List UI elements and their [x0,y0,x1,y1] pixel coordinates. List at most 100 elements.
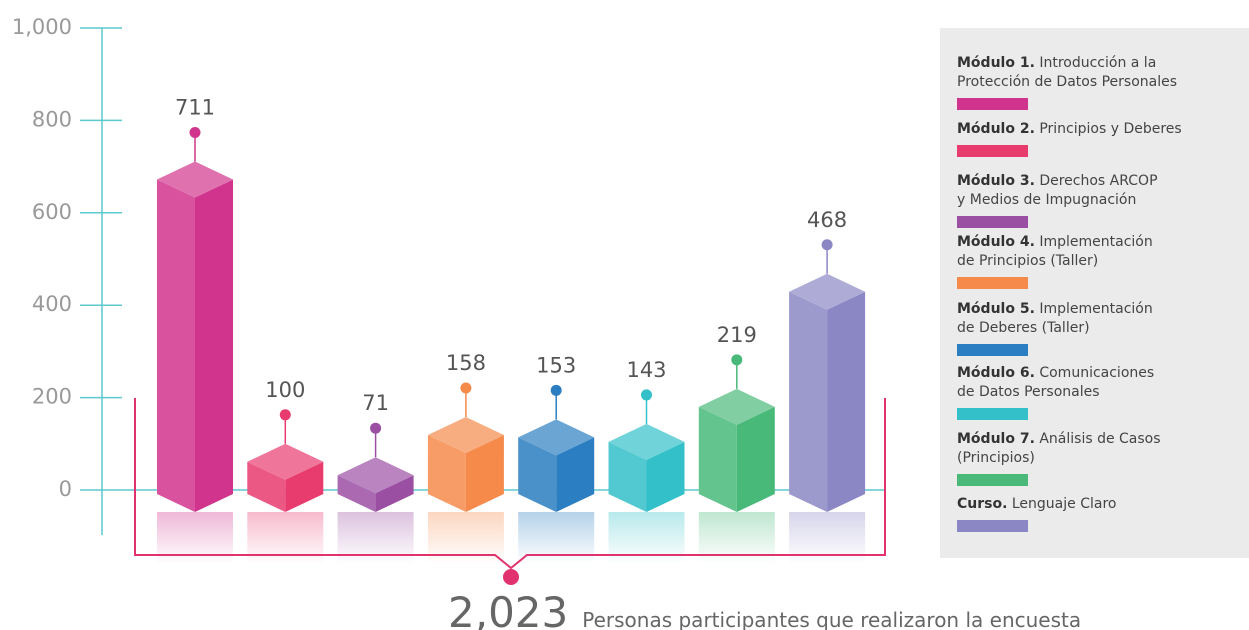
bar-reflection [337,512,414,564]
y-tick-label: 1,000 [12,15,72,39]
chart: 0 200 400 600 800 1,000 711 100 71 158 153 143 219 46… [12,15,886,585]
legend-prefix: Módulo 4. [957,234,1035,250]
legend-swatch [957,520,1028,532]
bar-right-face [285,461,324,512]
bar [518,419,595,564]
bar-reflection [608,512,685,564]
pin-dot [821,239,833,251]
bar [789,273,866,564]
bar-top-face [157,161,233,198]
legend-swatch [957,145,1028,157]
legend-prefix: Módulo 1. [957,55,1035,71]
pin-dot [731,354,743,366]
bar-left-face [247,461,286,512]
bar-reflection [698,512,775,564]
bar-top-face [247,443,324,480]
bracket-dot [503,569,519,585]
legend-text-block: Módulo 4. Implementación de Principios (… [957,233,1247,271]
legend-swatch [957,474,1028,486]
pin-dot [641,389,652,401]
bar [157,161,233,564]
pin-dot [550,384,562,396]
bar-left-face [698,406,737,512]
total-text: Personas participantes que realizaron la… [582,608,1082,630]
bar-reflection [789,512,866,564]
legend-label: Análisis de Casos (Principios) [957,431,1161,466]
bar-right-face [556,437,595,512]
legend-prefix: Curso. [957,496,1008,512]
legend-item: Módulo 6. Comunicaciones de Datos Person… [957,364,1247,420]
bar-right-face [646,441,685,512]
legend-label: Implementación de Deberes (Taller) [957,301,1153,336]
pin-dot [189,127,201,139]
legend-text-block: Curso. Lenguaje Claro [957,495,1247,514]
bar [247,443,324,564]
bar [698,388,775,564]
legend-item: Módulo 1. Introducción a la Protección d… [957,54,1247,110]
legend-label: Lenguaje Claro [1011,496,1117,512]
legend-label: Principios y Deberes [1039,121,1182,137]
y-tick-label: 800 [32,107,72,131]
legend-item: Módulo 7. Análisis de Casos (Principios) [957,430,1247,486]
bar-right-face [465,435,504,512]
pin-dot [370,422,382,434]
legend-text-block: Módulo 1. Introducción a la Protección d… [957,54,1247,92]
pin-dot [460,382,472,394]
bar-left-face [427,435,466,512]
legend-item: Módulo 5. Implementación de Deberes (Tal… [957,300,1247,356]
legend-item: Curso. Lenguaje Claro [957,495,1247,532]
legend-text-block: Módulo 3. Derechos ARCOP y Medios de Imp… [957,172,1247,210]
bar [337,457,414,564]
bar-left-face [518,437,557,512]
legend-text-block: Módulo 6. Comunicaciones de Datos Person… [957,364,1247,402]
legend-swatch [957,216,1028,228]
value-label: 711 [175,96,215,120]
total: 2,023 Personas participantes que realizar… [448,588,1081,630]
bar-top-face [427,417,504,454]
value-label: 158 [446,351,486,375]
legend-swatch [957,344,1028,356]
y-tick-label: 600 [32,200,72,224]
legend-prefix: Módulo 3. [957,173,1035,189]
bar-top-face [789,273,866,310]
legend-text-block: Módulo 5. Implementación de Deberes (Tal… [957,300,1247,338]
legend-prefix: Módulo 5. [957,301,1035,317]
legend-item: Módulo 4. Implementación de Principios (… [957,233,1247,289]
legend-text-block: Módulo 2. Principios y Deberes [957,120,1247,139]
bar-left-face [337,475,376,512]
legend-label: Introducción a la Protección de Datos Pe… [957,55,1178,90]
bar-reflection [518,512,595,564]
y-tick-label: 200 [32,385,72,409]
value-label: 143 [626,358,666,382]
bar-right-face [375,475,414,512]
legend-prefix: Módulo 2. [957,121,1035,137]
bar-top-face [518,419,595,456]
value-label: 219 [717,323,757,347]
y-tick-label: 400 [32,292,72,316]
bar-reflection [427,512,504,564]
legend-prefix: Módulo 7. [957,431,1035,447]
value-label: 71 [362,391,389,415]
bar-right-face [827,291,866,512]
bar [608,423,685,564]
bar-left-face [157,179,195,512]
bar [427,417,504,564]
bar-top-face [337,457,414,494]
legend-text-block: Módulo 7. Análisis de Casos (Principios) [957,430,1247,468]
bar-left-face [789,291,828,512]
bar-right-face [736,406,775,512]
value-label: 468 [807,208,847,232]
y-tick-label: 0 [59,477,72,501]
value-label: 153 [536,353,576,377]
bracket [134,398,886,570]
pin-dot [279,409,291,421]
legend-label: Derechos ARCOP y Medios de Impugnación [957,173,1158,208]
bar-top-face [698,388,775,425]
legend: Módulo 1. Introducción a la Protección d… [940,28,1249,558]
bar-top-face [608,423,685,460]
legend-swatch [957,277,1028,289]
legend-label: Implementación de Principios (Taller) [957,234,1153,269]
legend-item: Módulo 2. Principios y Deberes [957,120,1247,157]
bar-right-face [195,179,233,512]
